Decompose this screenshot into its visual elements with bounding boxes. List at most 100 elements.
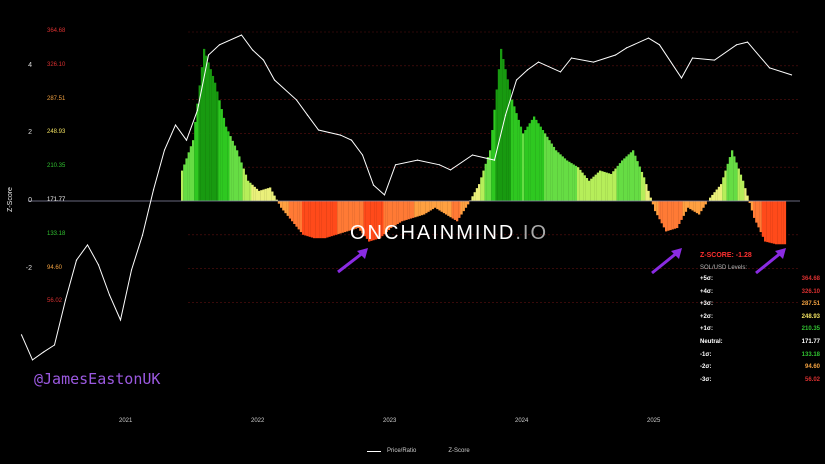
zscore-bar (352, 201, 355, 230)
x-tick-label: 2025 (647, 418, 661, 424)
zscore-bar (522, 133, 525, 201)
zscore-bar (643, 177, 646, 201)
zscore-bar (233, 145, 237, 201)
zscore-bar (376, 201, 380, 239)
zscore-bar (456, 201, 459, 222)
zscore-bar (647, 190, 650, 201)
zscore-bar (495, 89, 498, 201)
price-point (504, 114, 507, 116)
price-point (141, 234, 144, 236)
zscore-bar (181, 170, 184, 201)
price-point (559, 71, 562, 73)
zscore-bar (266, 188, 270, 201)
zscore-bar (471, 196, 474, 201)
zscore-bar (596, 172, 600, 201)
price-point (42, 351, 45, 353)
zscore-bar (493, 109, 496, 201)
price-point (537, 61, 540, 63)
level-row-label: +5σ: (700, 276, 713, 282)
level-label: 171.77 (47, 197, 66, 203)
zscore-bar (684, 201, 688, 212)
zscore-bar (478, 184, 481, 201)
price-point (163, 149, 166, 151)
zscore-bar (561, 156, 564, 201)
zscore-bar (420, 201, 424, 216)
zscore-bar (205, 55, 208, 201)
level-label: 364.68 (47, 28, 66, 34)
zscore-bar (590, 178, 593, 201)
zscore-bar (720, 184, 723, 201)
x-tick-label: 2023 (383, 418, 397, 424)
zscore-bar (665, 201, 668, 232)
level-row-value: 171.77 (801, 338, 820, 345)
legend-zscore[interactable]: Z-Score (448, 448, 470, 454)
y-tick-label: 0 (28, 197, 32, 204)
annotation-arrow (651, 250, 679, 275)
legend-price[interactable]: Price/Ratio (387, 448, 417, 454)
zscore-bar (651, 201, 655, 205)
zscore-bar (385, 201, 388, 233)
level-row-value: 210.35 (801, 326, 820, 333)
zscore-bar (506, 79, 509, 201)
zscore-bar (555, 150, 558, 201)
zscore-bar (401, 201, 404, 222)
zscore-bar (425, 201, 428, 214)
zscore-bar (200, 67, 204, 201)
price-point (108, 294, 111, 296)
level-row: Neutral: 171.77 (700, 339, 820, 352)
zscore-bar (658, 201, 661, 220)
level-row-label: +1σ: (700, 326, 713, 333)
zscore-bar (779, 201, 782, 245)
zscore-bar (442, 201, 446, 214)
zscore-bar (306, 201, 309, 237)
zscore-bar (383, 201, 386, 235)
price-point (273, 79, 276, 81)
zscore-bar (634, 155, 637, 201)
price-point (350, 139, 353, 141)
zscore-bar (429, 201, 432, 211)
zscore-bar (304, 201, 307, 236)
price-point (471, 154, 474, 156)
zscore-bar (693, 201, 696, 212)
level-label: 326.10 (47, 61, 66, 68)
zscore-bar (669, 201, 672, 231)
annotation-arrow (755, 250, 783, 275)
price-point (86, 244, 89, 246)
zscore-bar (616, 165, 619, 201)
price-point (449, 169, 452, 171)
zscore-bar (324, 201, 327, 239)
zscore-bar (379, 201, 382, 239)
arrow-head (357, 248, 368, 259)
zscore-bar (603, 171, 606, 201)
price-point (339, 134, 342, 136)
zscore-bar (475, 188, 479, 201)
price-point (53, 344, 56, 346)
zscore-bar (524, 130, 527, 201)
zscore-bar (427, 201, 430, 212)
price-point (680, 77, 683, 79)
price-point (185, 139, 188, 141)
zscore-bar (607, 173, 611, 201)
zscore-bar (682, 201, 685, 216)
zscore-bar (310, 201, 314, 238)
price-point (526, 69, 529, 71)
zscore-bar (209, 69, 212, 202)
price-point (383, 194, 386, 196)
levels-panel: Z-SCORE: -1.28 SOL/USD Levels: +5σ: 364.6… (700, 252, 820, 389)
zscore-bar (764, 201, 767, 242)
zscore-bar (761, 201, 765, 237)
level-label: 287.51 (47, 95, 66, 102)
level-row-value: 94.60 (804, 364, 820, 371)
zscore-bar (361, 201, 364, 234)
zscore-bar (519, 126, 523, 201)
level-row-label: +4σ: (700, 288, 713, 295)
zscore-bar (673, 201, 677, 229)
price-point (658, 44, 661, 46)
zscore-bar (550, 143, 553, 201)
zscore-bar (464, 201, 468, 208)
zscore-bar (539, 126, 542, 201)
price-point (493, 159, 496, 161)
price-point (790, 74, 793, 76)
zscore-bar (645, 184, 648, 201)
zscore-bar (502, 59, 505, 201)
